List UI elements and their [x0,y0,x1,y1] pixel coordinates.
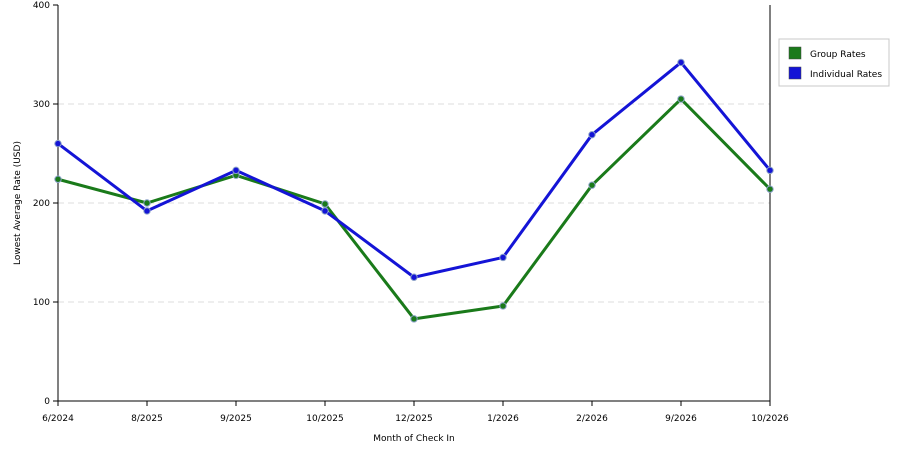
group-rates-legend-swatch [788,46,802,60]
group-rates-point [588,181,596,189]
group-rates-point [499,302,507,310]
individual-rates-point [588,130,596,139]
individual-rates-point [232,166,240,175]
series-layer [54,58,774,323]
individual-rates-point [321,207,329,215]
gridlines [58,103,770,303]
individual-rates-point [143,207,151,215]
x-axis-title: Month of Check In [373,434,455,444]
y-tick-label: 0 [44,397,50,407]
x-tick-label: 8/2025 [131,414,163,424]
x-tick-label: 9/2026 [665,414,697,424]
individual-rates-point [410,273,418,281]
x-tick-label: 2/2026 [576,414,608,424]
tick-labels: 0 100 200 300 400 6/2024 8/2025 9/2025 10/2025 12… [33,1,789,424]
x-tick-label: 10/2025 [306,414,343,424]
y-tick-label: 400 [33,1,50,11]
y-tick-label: 100 [33,298,50,308]
legend: Group Rates Individual Rates [778,38,890,87]
x-tick-label: 12/2025 [395,414,432,424]
individual-rates-point [677,58,685,67]
group-rates-point [321,200,329,208]
group-rates-point [766,185,774,193]
individual-rates-legend-label: Individual Rates [810,70,882,80]
group-rates-point [410,315,418,323]
x-tick-label: 10/2026 [751,414,789,424]
individual-rates-point [54,139,62,148]
y-tick-label: 200 [33,199,50,209]
group-rates-point [677,95,685,103]
group-rates-point [54,175,62,183]
individual-rates-point [766,166,774,175]
axes [53,4,771,406]
x-tick-label: 1/2026 [487,414,519,424]
individual-rates-point [499,253,507,262]
group-rates-line [56,97,772,321]
group-rates-legend-label: Group Rates [810,50,866,60]
x-tick-label: 6/2024 [42,414,74,424]
group-rates-point [143,199,151,207]
individual-rates-legend-swatch [788,66,802,80]
y-axis-title: Lowest Average Rate (USD) [13,141,23,265]
y-tick-label: 300 [33,100,50,110]
individual-rates-line [56,60,772,279]
x-tick-label: 9/2025 [220,414,252,424]
